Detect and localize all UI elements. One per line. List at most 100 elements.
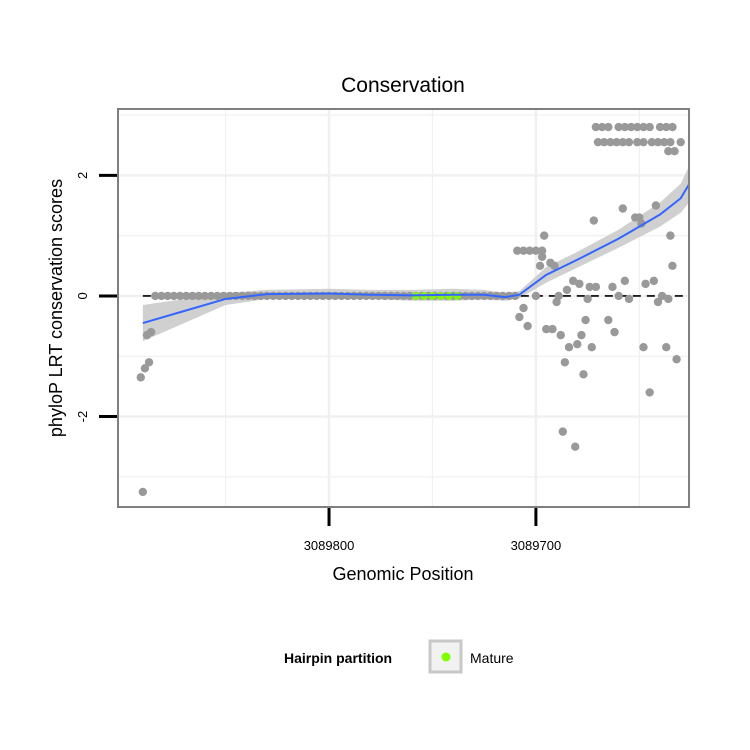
data-point xyxy=(194,291,203,301)
data-point xyxy=(633,122,642,132)
data-point xyxy=(639,137,648,147)
data-point xyxy=(206,291,216,301)
y-tick-label: 2 xyxy=(75,172,90,179)
data-point xyxy=(604,122,613,132)
data-point xyxy=(138,487,148,497)
data-point xyxy=(653,297,663,307)
data-point xyxy=(597,122,607,132)
data-point xyxy=(668,261,677,270)
data-point xyxy=(531,291,541,301)
data-point xyxy=(568,276,578,286)
data-point xyxy=(604,315,613,325)
legend-title: Hairpin partition xyxy=(284,650,392,666)
data-point xyxy=(593,137,603,147)
data-point xyxy=(556,330,565,340)
data-point xyxy=(591,282,601,292)
data-point xyxy=(608,282,617,292)
data-point xyxy=(513,246,522,255)
data-point xyxy=(140,364,150,373)
data-point xyxy=(146,327,156,337)
data-point xyxy=(548,324,557,334)
data-point xyxy=(645,122,654,132)
data-point xyxy=(610,327,619,337)
data-point xyxy=(525,246,534,255)
data-point xyxy=(666,231,675,240)
data-point xyxy=(571,442,580,451)
data-point xyxy=(581,315,590,325)
mature-point xyxy=(445,291,454,300)
data-point xyxy=(539,231,549,240)
data-point xyxy=(653,137,663,147)
data-point xyxy=(664,294,673,304)
x-axis: 3089800 3089700 xyxy=(304,508,562,553)
data-point xyxy=(659,137,669,147)
y-tick-label: 0 xyxy=(75,292,90,299)
data-point xyxy=(618,137,627,147)
data-point xyxy=(151,291,160,301)
data-point xyxy=(655,122,665,132)
data-point xyxy=(564,342,574,352)
data-point xyxy=(562,285,572,295)
data-point xyxy=(614,291,623,301)
data-point xyxy=(639,342,648,352)
panel-border xyxy=(117,108,690,508)
x-tick-label: 3089700 xyxy=(511,538,562,553)
data-point xyxy=(550,261,559,270)
data-point xyxy=(624,137,634,147)
plot-panel xyxy=(117,108,690,508)
data-point xyxy=(169,291,179,301)
data-point xyxy=(676,137,685,147)
data-point xyxy=(554,291,563,301)
data-point xyxy=(633,137,642,147)
x-tick-label: 3089800 xyxy=(304,538,355,553)
legend-label-mature: Mature xyxy=(470,650,514,666)
y-axis-title: phyloP LRT conservation scores xyxy=(46,179,66,437)
data-point xyxy=(519,246,528,255)
data-point xyxy=(662,122,671,132)
data-point xyxy=(589,216,599,225)
x-axis-title: Genomic Position xyxy=(332,564,473,584)
chart-title: Conservation xyxy=(341,74,465,97)
data-point xyxy=(606,137,615,147)
data-point xyxy=(620,122,630,132)
data-point xyxy=(136,373,145,382)
data-point xyxy=(213,291,222,301)
data-point xyxy=(664,147,673,156)
data-point xyxy=(657,291,667,301)
data-point xyxy=(144,358,154,367)
data-point xyxy=(200,291,210,301)
data-point xyxy=(614,122,623,132)
data-point xyxy=(163,291,172,301)
data-point xyxy=(585,282,594,292)
data-point xyxy=(575,279,584,289)
data-point xyxy=(537,246,547,255)
data-point xyxy=(583,294,592,304)
data-point xyxy=(672,355,681,364)
data-point xyxy=(573,339,582,349)
data-point xyxy=(618,204,627,213)
data-point xyxy=(188,291,197,301)
data-point xyxy=(182,291,191,301)
data-point xyxy=(641,279,650,289)
smooth-trend-line xyxy=(142,183,690,325)
mature-point xyxy=(453,291,462,300)
data-point xyxy=(626,122,636,132)
data-point xyxy=(523,321,532,331)
data-point xyxy=(639,122,648,132)
y-tick-label: -2 xyxy=(75,411,90,423)
data-point xyxy=(515,312,524,322)
y-axis: -2 0 2 xyxy=(75,172,117,423)
data-point xyxy=(620,276,630,286)
data-point xyxy=(662,342,671,352)
data-point xyxy=(579,370,588,379)
data-point xyxy=(591,122,601,132)
data-point xyxy=(537,252,547,261)
data-point xyxy=(599,137,609,147)
data-point xyxy=(647,137,656,147)
legend-key-mature-dot xyxy=(441,652,451,662)
data-point xyxy=(666,137,675,147)
data-point xyxy=(624,294,634,304)
data-point xyxy=(558,427,568,436)
data-point xyxy=(587,342,596,352)
data-point xyxy=(531,246,541,255)
